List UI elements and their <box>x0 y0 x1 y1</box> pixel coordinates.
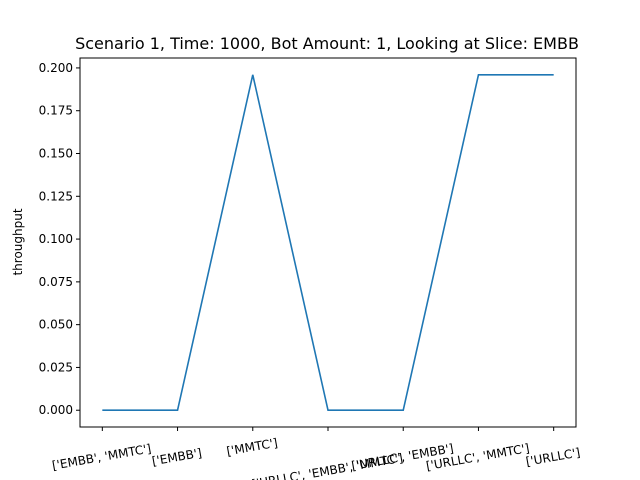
plot-area <box>79 57 577 428</box>
y-tick-label: 0.175 <box>39 104 73 118</box>
chart-title: Scenario 1, Time: 1000, Bot Amount: 1, L… <box>75 34 579 53</box>
y-axis-label: throughput <box>11 208 25 275</box>
y-tick-label: 0.150 <box>39 147 73 161</box>
y-tick-label: 0.075 <box>39 275 73 289</box>
x-axis: ['EMBB', 'MMTC']['EMBB'] ['MMTC'] ['URLLC'… <box>51 427 581 480</box>
series-line <box>102 73 554 412</box>
x-tick-label: ['EMBB', 'MMTC'] <box>51 441 152 472</box>
x-tick-label: ['EMBB'] <box>151 446 203 469</box>
y-tick-label: 0.025 <box>39 360 73 374</box>
x-tick-label: ['MMTC'] <box>225 436 278 459</box>
x-tick-label: ['URLLC'] <box>525 445 581 468</box>
y-tick-label: 0.125 <box>39 189 73 203</box>
y-tick-label: 0.050 <box>39 318 73 332</box>
y-tick-label: 0.200 <box>39 61 73 75</box>
y-tick-label: 0.000 <box>39 403 73 417</box>
y-tick-label: 0.100 <box>39 232 73 246</box>
y-axis: 0.000 0.025 0.050 0.075 0.100 0.125 0.150 0.175… <box>39 61 80 417</box>
